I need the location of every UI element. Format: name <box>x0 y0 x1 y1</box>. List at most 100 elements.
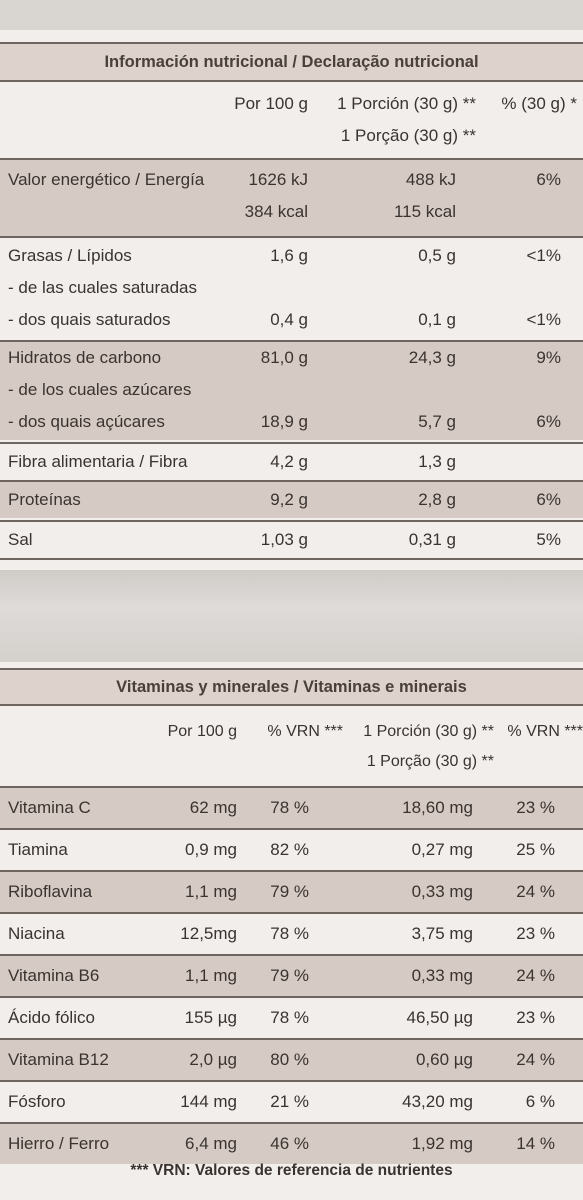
protein-vp: 2,8 g <box>418 490 456 509</box>
salt-pct: 5% <box>536 530 561 549</box>
nutrition-title: Información nutricional / Declaração nut… <box>0 42 583 82</box>
sugar-pct: 6% <box>536 412 561 431</box>
vitamin-name: Vitamina B12 <box>8 1050 109 1069</box>
vitamin-portion: 18,60 mg <box>402 798 473 817</box>
vitamins-header-row: Por 100 g % VRN *** 1 Porción (30 g) ** … <box>0 708 583 782</box>
vitamin-portion: 43,20 mg <box>402 1092 473 1111</box>
vitamin-row: Vitamina B6 1,1 mg 79 % 0,33 mg 24 % <box>0 954 583 996</box>
vitamin-vrn-portion: 6 % <box>525 1092 555 1111</box>
panel-gap <box>0 570 583 662</box>
vitamin-portion: 3,75 mg <box>411 924 473 943</box>
carbs-v100: 81,0 g <box>260 348 308 367</box>
vitamin-portion: 0,33 mg <box>411 882 473 901</box>
fat-vp: 0,5 g <box>418 246 456 265</box>
vitamin-vrn-portion: 23 % <box>516 1008 555 1027</box>
vitamin-row: Hierro / Ferro 6,4 mg 46 % 1,92 mg 14 % <box>0 1122 583 1164</box>
carbs-sub-pt: - dos quais açúcares <box>8 412 165 431</box>
vrn-footnote: *** VRN: Valores de referencia de nutrie… <box>130 1162 453 1179</box>
carbs-sub-es: - de los cuales azúcares <box>8 380 192 399</box>
vitamin-vrn-portion: 24 % <box>516 882 555 901</box>
vitamin-per100: 6,4 mg <box>185 1134 237 1153</box>
fat-sub-es: - de las cuales saturadas <box>8 278 197 297</box>
vitamin-name: Vitamina C <box>8 798 91 817</box>
vitamin-vrn-portion: 25 % <box>516 840 555 859</box>
protein-label: Proteínas <box>8 490 81 509</box>
vitamin-name: Riboflavina <box>8 882 93 901</box>
sat-pct: <1% <box>526 310 562 329</box>
vitamin-vrn: 79 % <box>270 966 309 985</box>
carbs-pct: 9% <box>536 348 561 367</box>
vitamin-per100: 1,1 mg <box>185 966 237 985</box>
fat-sub-pt: - dos quais saturados <box>8 310 171 329</box>
vitamin-portion: 0,60 µg <box>415 1050 473 1069</box>
vitamin-vrn: 79 % <box>270 882 309 901</box>
fat-pct: <1% <box>526 246 562 265</box>
vitamin-vrn-portion: 24 % <box>516 966 555 985</box>
fiber-row: Fibra alimentaria / Fibra 4,2 g 1,3 g <box>0 442 583 480</box>
energy-row: Valor energético / Energía 1626 kJ 384 k… <box>0 158 583 236</box>
vitamin-vrn: 21 % <box>270 1092 309 1111</box>
vitamin-vrn-portion: 14 % <box>516 1134 555 1153</box>
vitamin-portion: 46,50 µg <box>406 1008 473 1027</box>
carbs-vp: 24,3 g <box>408 348 456 367</box>
vitamin-name: Fósforo <box>8 1092 66 1111</box>
vitamins-panel: Vitaminas y minerales / Vitaminas e mine… <box>0 662 583 1200</box>
protein-row: Proteínas 9,2 g 2,8 g 6% <box>0 480 583 518</box>
vit-col-portion-es: 1 Porción (30 g) ** <box>363 723 494 740</box>
vitamin-name: Tiamina <box>8 840 68 859</box>
vitamins-title: Vitaminas y minerales / Vitaminas e mine… <box>0 668 583 706</box>
vitamin-per100: 144 mg <box>180 1092 237 1111</box>
energy-kcalp: 115 kcal <box>393 202 456 221</box>
vitamin-vrn-portion: 24 % <box>516 1050 555 1069</box>
vitamin-name: Niacina <box>8 924 65 943</box>
vitamin-vrn-portion: 23 % <box>516 798 555 817</box>
carbs-row: Hidratos de carbono 81,0 g 24,3 g 9% - d… <box>0 340 583 440</box>
vitamin-per100: 62 mg <box>189 798 237 817</box>
nutrition-header-row: Por 100 g 1 Porción (30 g) ** 1 Porção (… <box>0 84 583 176</box>
sat-v100: 0,4 g <box>270 310 308 329</box>
vitamin-row: Tiamina 0,9 mg 82 % 0,27 mg 25 % <box>0 828 583 870</box>
carbs-label: Hidratos de carbono <box>8 348 162 367</box>
vitamin-portion: 0,27 mg <box>411 840 473 859</box>
col-pct: % (30 g) * <box>501 94 577 113</box>
vitamin-row: Vitamina C 62 mg 78 % 18,60 mg 23 % <box>0 786 583 828</box>
vit-col-vrn2: % VRN *** <box>507 723 583 740</box>
vitamin-per100: 2,0 µg <box>189 1050 237 1069</box>
fat-v100: 1,6 g <box>270 246 308 265</box>
sugar-vp: 5,7 g <box>418 412 456 431</box>
vitamin-name: Ácido fólico <box>8 1008 95 1027</box>
fiber-v100: 4,2 g <box>270 452 308 471</box>
protein-v100: 9,2 g <box>270 490 308 509</box>
energy-kj100: 1626 kJ <box>248 170 308 189</box>
vit-col-per100: Por 100 g <box>167 723 237 740</box>
salt-vp: 0,31 g <box>408 530 456 549</box>
vitamin-vrn: 80 % <box>270 1050 309 1069</box>
vit-col-portion-pt: 1 Porção (30 g) ** <box>366 753 494 770</box>
energy-label: Valor energético / Energía <box>8 170 205 189</box>
vitamin-row: Vitamina B12 2,0 µg 80 % 0,60 µg 24 % <box>0 1038 583 1080</box>
salt-row: Sal 1,03 g 0,31 g 5% <box>0 520 583 560</box>
fat-row: Grasas / Lípidos 1,6 g 0,5 g <1% - de la… <box>0 236 583 336</box>
salt-label: Sal <box>8 530 33 549</box>
vitamin-per100: 0,9 mg <box>185 840 237 859</box>
energy-kcal100: 384 kcal <box>244 202 308 221</box>
vitamin-vrn-portion: 23 % <box>516 924 555 943</box>
fat-label: Grasas / Lípidos <box>8 246 132 265</box>
vitamin-vrn: 46 % <box>270 1134 309 1153</box>
col-per100: Por 100 g <box>234 94 308 113</box>
vitamin-portion: 0,33 mg <box>411 966 473 985</box>
vitamin-name: Hierro / Ferro <box>8 1134 110 1153</box>
vit-col-vrn: % VRN *** <box>267 723 343 740</box>
fiber-label: Fibra alimentaria / Fibra <box>8 452 188 471</box>
vitamin-vrn: 78 % <box>270 1008 309 1027</box>
energy-kjp: 488 kJ <box>405 170 456 189</box>
vitamin-per100: 12,5mg <box>180 924 237 943</box>
col-portion-pt: 1 Porção (30 g) ** <box>340 126 476 145</box>
vitamin-per100: 155 µg <box>184 1008 237 1027</box>
vitamin-name: Vitamina B6 <box>8 966 100 985</box>
vitamin-row: Fósforo 144 mg 21 % 43,20 mg 6 % <box>0 1080 583 1122</box>
protein-pct: 6% <box>536 490 561 509</box>
vitamin-row: Ácido fólico 155 µg 78 % 46,50 µg 23 % <box>0 996 583 1038</box>
vitamin-per100: 1,1 mg <box>185 882 237 901</box>
sat-vp: 0,1 g <box>418 310 456 329</box>
